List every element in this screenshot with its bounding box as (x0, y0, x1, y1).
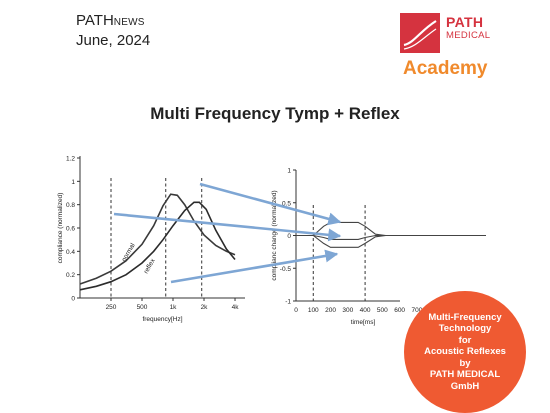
logo-text-medical: MEDICAL (446, 30, 491, 41)
x-tick-label: 600 (394, 307, 405, 314)
y-tick-label: 1 (71, 179, 75, 186)
badge-line: Acoustic Reflexes (424, 346, 506, 358)
brand-big: PATH (76, 12, 114, 29)
y-tick-label: 0 (71, 296, 75, 303)
logo-text-academy: Academy (403, 58, 488, 79)
series-line-middle (296, 234, 486, 240)
badge-line: for (458, 334, 472, 346)
y-tick-label: 0.2 (66, 272, 75, 279)
x-tick-label: 700 (411, 307, 422, 314)
x-tick-label: 4k (232, 304, 240, 311)
y-tick-label: 0.4 (66, 249, 75, 256)
y-tick-label: 0.8 (66, 202, 75, 209)
series-line-reflex (79, 201, 236, 291)
logo-text-path: PATH (446, 14, 484, 30)
badge-text: Multi-Frequency Technology for Acoustic … (424, 312, 506, 393)
badge-line: PATH MEDICAL (429, 369, 501, 381)
arrows-layer (113, 182, 342, 284)
y-tick-label: -0.5 (280, 266, 292, 273)
y-tick-label: 1 (287, 168, 291, 175)
technology-badge: Multi-Frequency Technology for Acoustic … (404, 291, 526, 413)
y-tick-label: 0.5 (282, 200, 291, 207)
y-tick-label: 0.6 (66, 226, 75, 233)
page-title: Multi Frequency Tymp + Reflex (150, 104, 400, 123)
y-tick-label: 0 (287, 233, 291, 240)
connector-arrow (199, 182, 342, 226)
x-tick-label: 2k (201, 304, 209, 311)
y-tick-label: -1 (285, 299, 291, 306)
series-line-lower (296, 234, 486, 248)
x-axis-label: time[ms] (351, 319, 376, 326)
newsletter-brand: PATHNEWS (76, 12, 145, 32)
badge-line: by (459, 357, 471, 369)
x-tick-label: 300 (342, 307, 353, 314)
x-tick-label: 0 (294, 307, 298, 314)
y-tick-label: 1.2 (66, 156, 75, 163)
badge-line: Technology (438, 323, 492, 335)
connector-arrow (113, 212, 342, 242)
time-chart: -1 -0.5 0 0.5 1 0 100 200 300 400 500 600 700 time[ms… (271, 168, 486, 326)
connector-arrow (170, 249, 339, 284)
y-axis-label: compliance (normalized) (57, 193, 64, 264)
newsletter-date: June, 2024 (76, 32, 151, 49)
series-line-normal (79, 193, 236, 285)
x-tick-label: 500 (137, 304, 148, 311)
badge-line: Multi-Frequency (428, 311, 502, 323)
x-tick-label: 250 (106, 304, 117, 311)
x-tick-label: 100 (308, 307, 319, 314)
x-tick-label: 1k (170, 304, 178, 311)
logo-swoosh-icon (403, 20, 437, 50)
x-axis-label: frequency[Hz] (142, 316, 182, 323)
y-axis-label: complianc change (normalized) (271, 190, 278, 280)
x-tick-label: 500 (377, 307, 388, 314)
badge-line: GmbH (450, 380, 480, 392)
path-medical-logo-icon (400, 13, 440, 53)
x-tick-label: 400 (360, 307, 371, 314)
x-tick-label: 200 (325, 307, 336, 314)
brand-small: NEWS (113, 17, 145, 28)
